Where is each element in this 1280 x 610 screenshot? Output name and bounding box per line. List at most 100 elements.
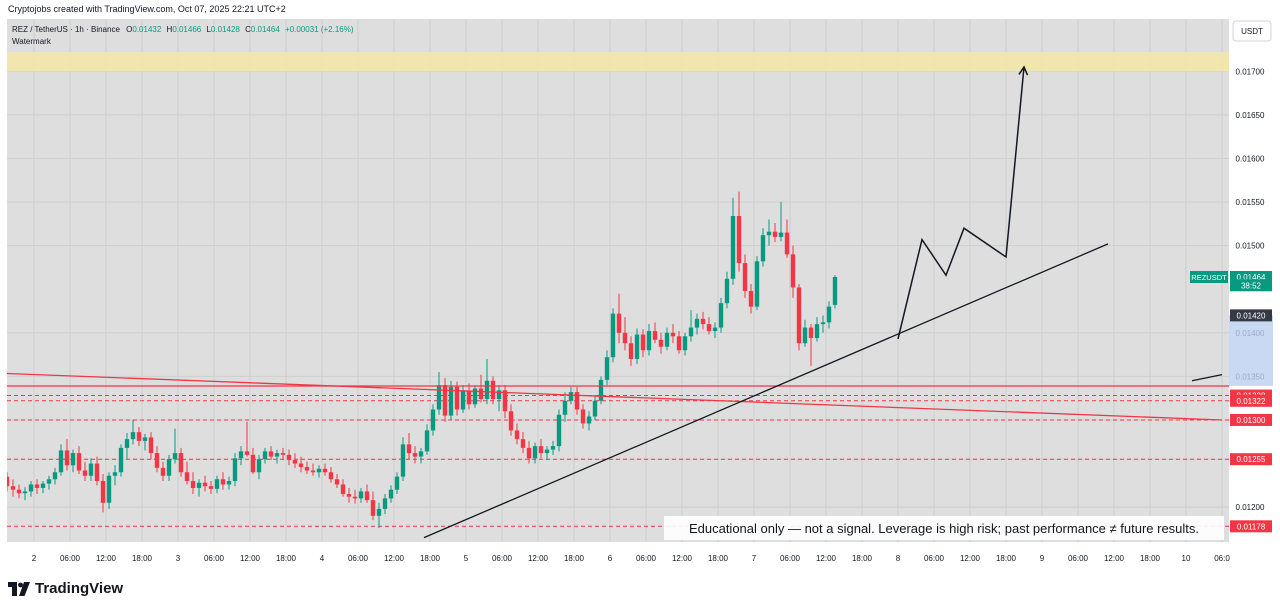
candle-body [64,450,70,466]
price-badge [1230,279,1272,292]
tradingview-logo-icon [8,581,30,596]
time-axis[interactable]: 2 06:00 12:00 18:00 3 06:00 12:00 18:00 4 06:00 12… [32,554,1231,563]
price-badge-label: 38:52 [1241,281,1262,290]
candle-body [334,479,340,485]
candle-body [616,313,622,333]
candle-body [550,446,556,450]
candle-body [754,261,760,307]
x-tick-label: 06:00 [1068,554,1089,563]
disclaimer-text: Educational only — not a signal. Leverag… [689,521,1199,536]
legend-high-value: 0.01466 [172,25,201,34]
candle-body [544,449,550,454]
legend-open-label: O [126,25,132,34]
candle-body [586,416,592,424]
x-tick-label: 3 [176,554,181,563]
candle-body [238,451,244,459]
x-tick-label: 06:00 [60,554,81,563]
candle-body [154,453,160,468]
x-tick-label: 4 [320,554,325,563]
candle-body [502,390,508,412]
candle-body [568,392,574,401]
candle-body [70,453,76,466]
candle-body [370,500,376,516]
candle-body [604,357,610,380]
symbol-tag [1190,271,1228,284]
candle-body [388,489,394,499]
price-axis[interactable]: 0.01700 0.01650 0.01600 0.01550 0.01500 0.014… [1229,67,1273,512]
candle-body [268,451,274,457]
candle-body [790,254,796,288]
price-badge [1230,453,1272,466]
descending-line [7,372,1223,421]
x-tick-label: 18:00 [276,554,297,563]
x-tick-label: 12:00 [384,554,405,563]
candle-body [658,339,664,347]
candle-body [352,496,358,499]
candle-body [556,414,562,447]
currency-button[interactable]: USDT [1232,20,1272,42]
candle-body [52,472,58,480]
plot-background [7,19,1229,542]
x-tick-label: 12:00 [1104,554,1125,563]
x-tick-label: 12:00 [960,554,981,563]
x-tick-label: 06:00 [924,554,945,563]
candle-body [796,287,802,344]
candle-body [244,451,250,455]
x-tick-label: 06:00 [204,554,225,563]
candle-body [508,411,514,431]
symbol-tag-label: REZUSDT [1191,273,1227,282]
candle-body [472,388,478,405]
candle-body [322,468,328,473]
candle-body [22,491,28,494]
ascending-trendline [423,243,1109,539]
x-tick-label: 06:00 [780,554,801,563]
candle-body [490,380,496,400]
price-badge-label: 0.01464 [1237,273,1266,282]
candle-body [634,334,640,359]
legend-change: +0.00031 (+2.16%) [285,25,354,34]
candle-body [94,463,100,481]
currency-button-label: USDT [1241,27,1263,36]
price-axis-range-band [1229,315,1273,386]
candle-body [652,331,658,340]
candle-body [724,278,730,304]
candle-body [424,430,430,452]
candle-body [514,430,520,440]
candle-body [256,459,262,473]
x-tick-label: 9 [1040,554,1045,563]
candle-body [310,470,316,473]
candle-body [478,388,484,400]
candle-body [286,454,292,461]
candle-body [58,450,64,473]
x-tick-label: 5 [464,554,469,563]
candle-body [340,484,346,495]
x-tick-label: 12:00 [240,554,261,563]
x-tick-label: 18:00 [708,554,729,563]
candle-body [358,491,364,499]
candle-body [706,324,712,332]
candle-body [496,390,502,400]
candle-body [778,232,784,237]
candle-body [142,437,148,441]
projection-path [897,66,1025,340]
x-tick-label: 06:0 [1214,554,1230,563]
dashed-levels-group [7,395,1229,527]
candle-body [100,480,106,503]
x-tick-label: 12:00 [816,554,837,563]
x-tick-label: 7 [752,554,757,563]
x-tick-label: 06:00 [492,554,513,563]
candle-body [700,318,706,325]
y-tick-label: 0.01550 [1236,198,1265,207]
candle-body [190,480,196,488]
target-zone [7,52,1229,72]
candle-body [262,451,268,460]
candle-body [34,484,40,488]
x-tick-label: 8 [896,554,901,563]
candle-body [208,486,214,489]
candle-body [364,491,370,501]
x-tick-label: 12:00 [528,554,549,563]
candles-group [7,191,838,529]
price-badge [1230,413,1272,426]
tradingview-logo[interactable]: TradingView [8,580,123,597]
